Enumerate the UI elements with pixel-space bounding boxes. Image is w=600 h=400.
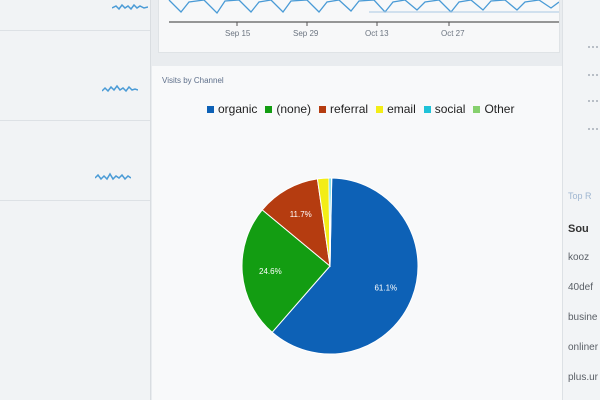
source-row[interactable]: busine [568,312,598,323]
source-row[interactable]: onliner [568,342,599,353]
top-referrals-panel: Top R Sou kooz 40def busine onliner plus… [562,0,600,400]
divider [588,74,598,79]
trend-line-chart[interactable] [159,0,559,52]
trend-x-tick-label: Sep 29 [293,29,319,38]
legend-swatch [207,105,214,113]
legend-item-referral[interactable]: referral [319,102,368,116]
legend-swatch [265,105,273,113]
legend-label: referral [330,102,369,116]
column-header-source[interactable]: Sou [568,223,589,235]
legend-swatch [423,105,431,113]
divider [588,46,598,51]
pie-data-label: 61.1% [374,284,397,293]
legend-item-other[interactable]: Other [473,102,514,116]
visits-trend-card: Sep 15 Sep 29 Oct 13 Oct 27 [158,0,560,53]
legend-item-organic[interactable]: organic [207,102,257,116]
trend-x-tick-label: Sep 15 [225,29,251,38]
legend-item-social[interactable]: social [423,102,466,116]
pie-slice-referral[interactable] [261,178,331,268]
legend-label: Other [484,102,515,116]
divider [588,100,598,105]
legend-swatch [376,105,384,113]
trend-series-line [168,0,559,15]
legend-swatch [319,105,327,113]
legend-item-email[interactable]: email [376,102,416,116]
pie-slice-organic[interactable] [271,177,419,355]
sidebar [0,0,151,400]
sparkline-row[interactable] [0,0,150,31]
divider [588,128,598,133]
source-row[interactable]: kooz [568,252,590,263]
trend-x-tick-label: Oct 27 [441,29,465,38]
sparkline-row[interactable] [0,30,150,121]
source-row[interactable]: plus.ur [568,372,599,383]
legend-label: email [387,102,416,116]
source-row[interactable]: 40def [568,282,594,293]
legend-item-none[interactable]: (none) [265,102,311,116]
sparkline [112,3,148,11]
pie-data-label: 24.6% [259,267,282,276]
sparkline [95,172,131,181]
card-title: Visits by Channel [162,76,224,85]
legend-swatch [473,105,481,113]
pie-slice-none[interactable] [241,209,331,334]
pie-slice-other[interactable] [329,177,333,267]
legend-label: (none) [276,102,312,116]
legend-label: organic [218,102,258,116]
legend-label: social [434,102,466,116]
chart-legend: organic (none) referral email social Oth… [207,102,522,116]
panel-heading: Top R [568,191,592,201]
pie-data-label: 11.7% [290,210,312,219]
trend-x-tick-label: Oct 13 [365,29,389,38]
trend-ticks [236,22,450,26]
pie-chart: 61.1% 24.6% 11.7% [241,177,419,355]
sparkline-row[interactable] [0,120,150,201]
visits-by-channel-card: Visits by Channel organic (none) referra… [152,66,562,400]
sparkline [102,84,138,93]
